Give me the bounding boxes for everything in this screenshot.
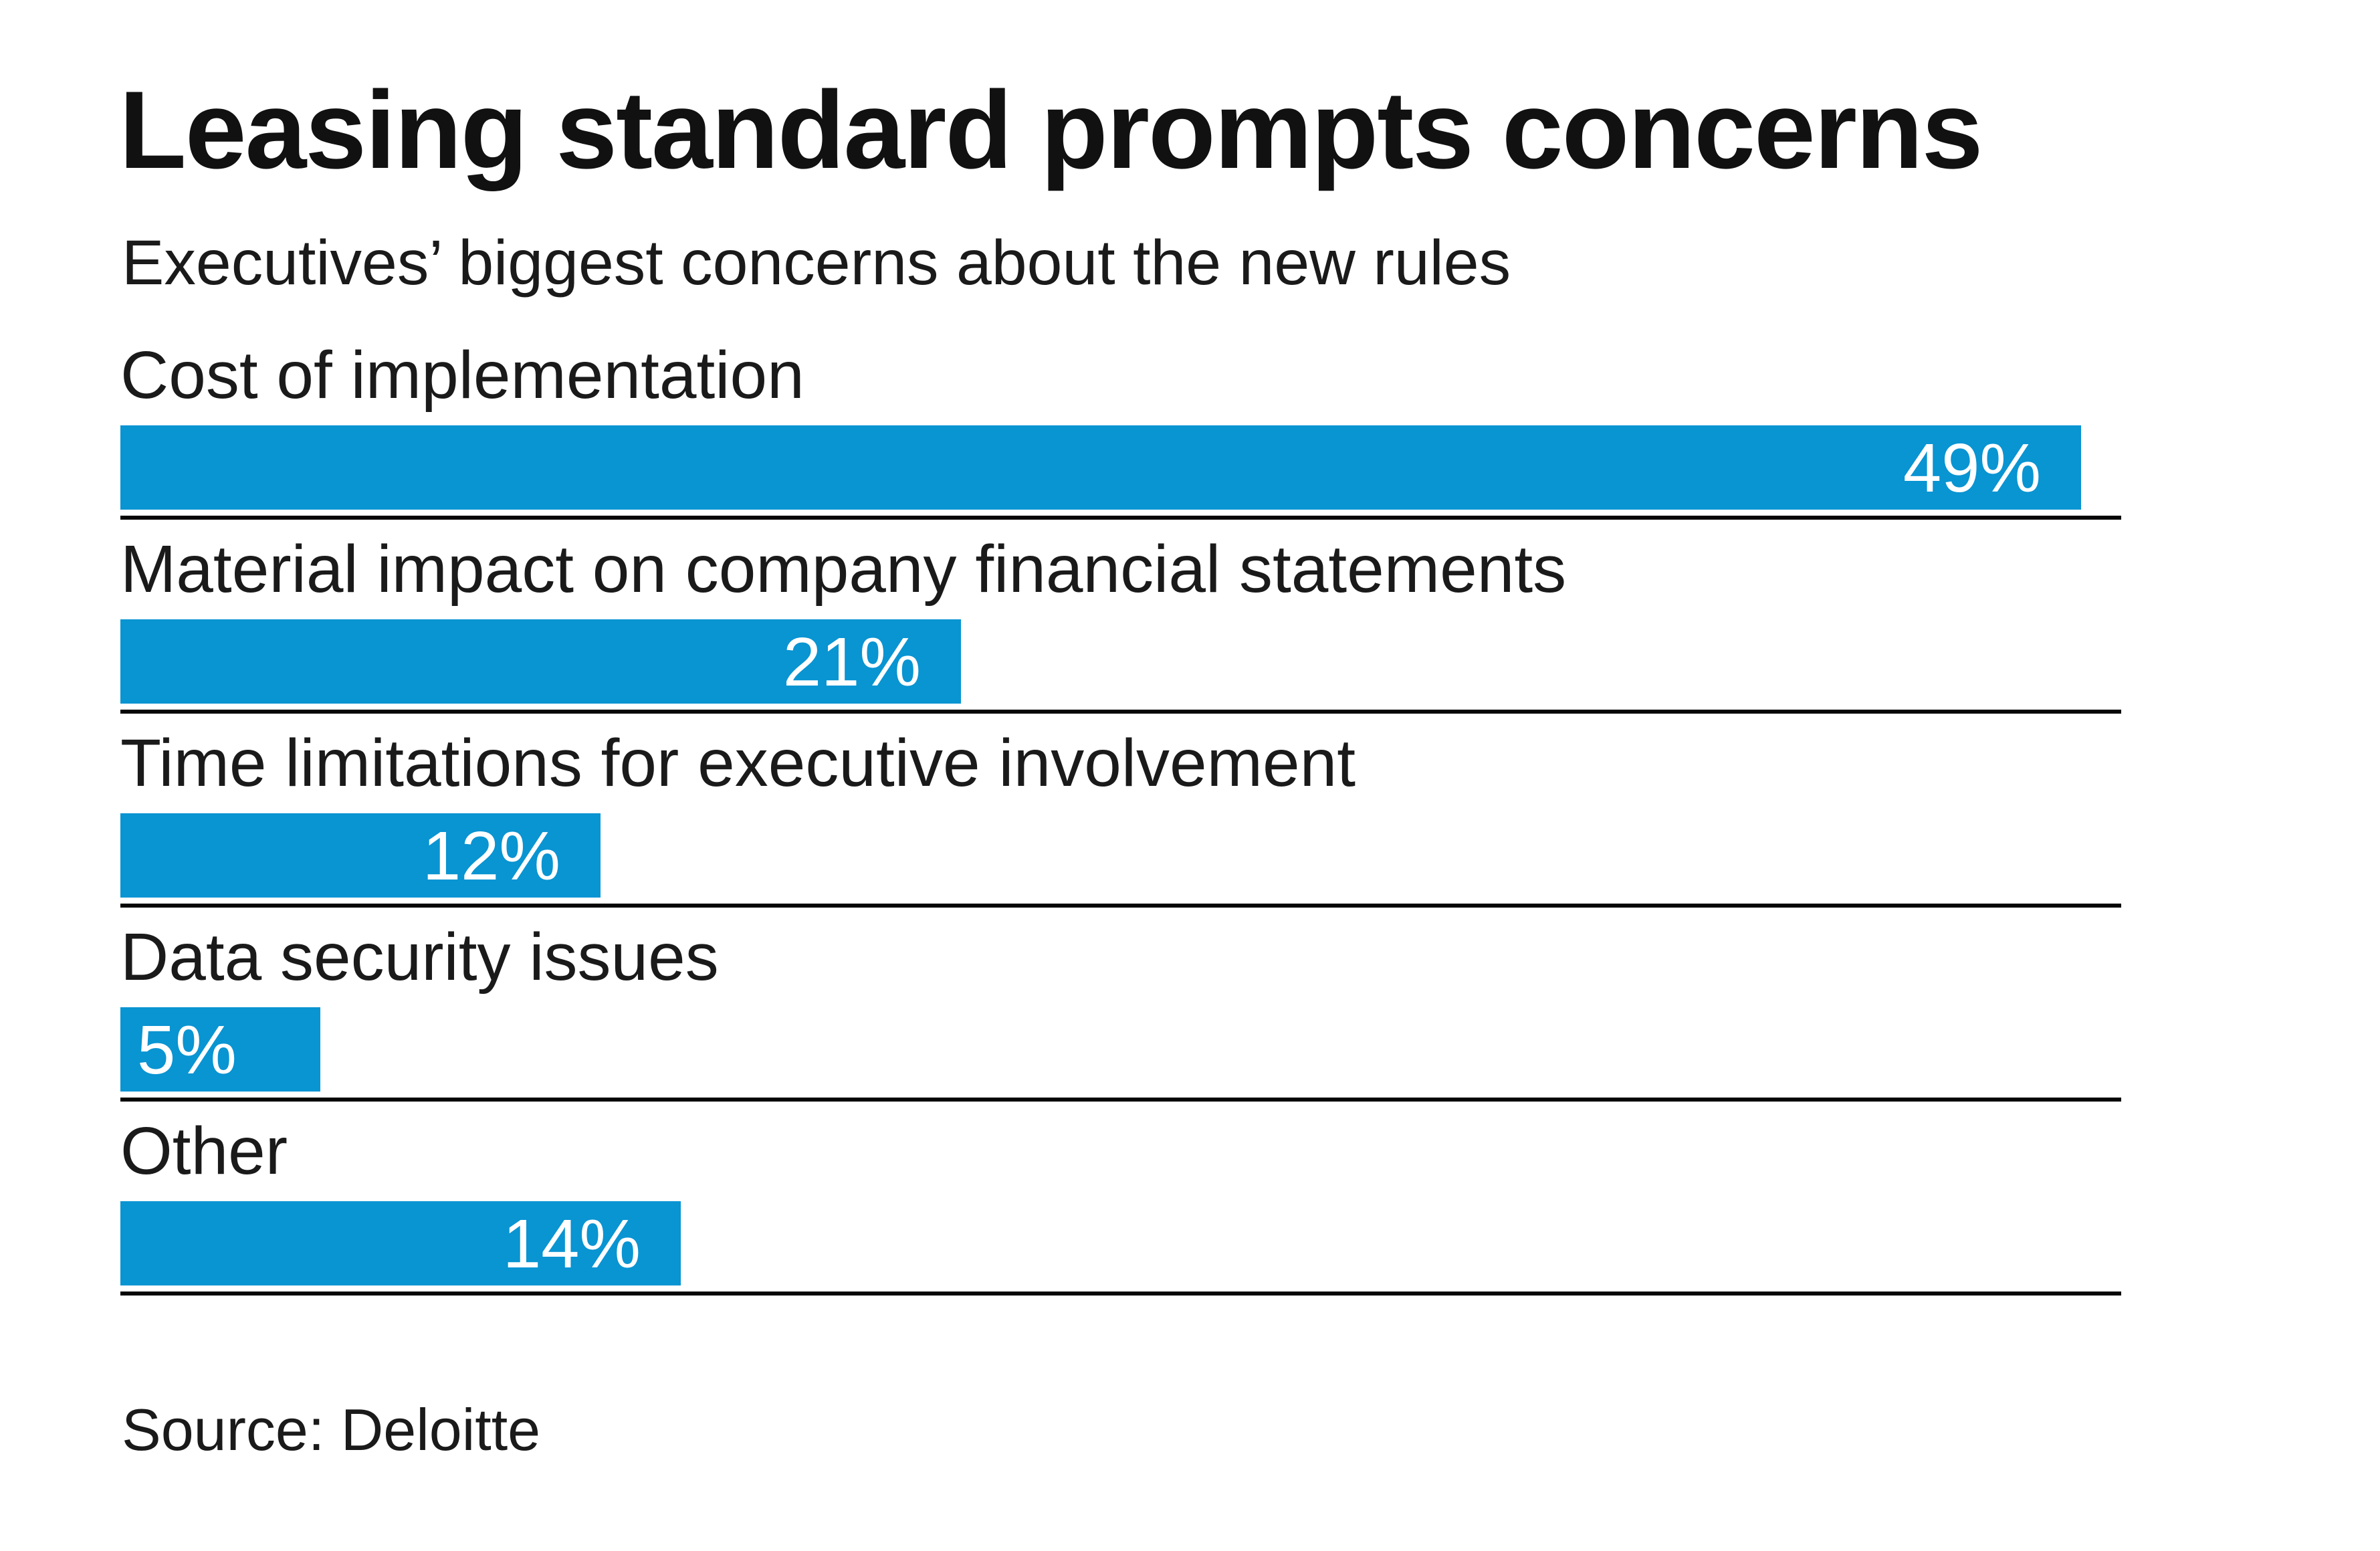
bar-value-label: 49% <box>1903 429 2041 506</box>
bar-category-label: Time limitations for executive involveme… <box>120 726 1356 801</box>
row-separator-line <box>120 1098 2121 1102</box>
row-separator-line <box>120 516 2121 520</box>
row-separator-line <box>120 710 2121 714</box>
bar-value-label: 21% <box>782 623 921 700</box>
row-separator-line <box>120 1291 2121 1296</box>
chart-title: Leasing standard prompts concerns <box>119 68 1983 191</box>
bar-category-label: Other <box>120 1114 288 1188</box>
bar: 12% <box>120 813 601 898</box>
source-caption: Source: Deloitte <box>122 1397 541 1463</box>
bar-value-label: 12% <box>422 817 560 894</box>
chart-subtitle: Executives’ biggest concerns about the n… <box>122 227 1511 298</box>
bar-category-label: Cost of implementation <box>120 338 804 413</box>
bar-value-label: 14% <box>502 1205 641 1282</box>
bar: 5% <box>120 1007 320 1092</box>
bar: 14% <box>120 1201 681 1285</box>
bar: 49% <box>120 425 2081 510</box>
bar: 21% <box>120 619 961 704</box>
bar-rows-container: Cost of implementation 49% Material impact… <box>120 0 2121 1551</box>
bar-category-label: Material impact on company financial sta… <box>120 532 1567 607</box>
bar-category-label: Data security issues <box>120 920 719 995</box>
bar-value-label: 5% <box>137 1011 237 1088</box>
row-separator-line <box>120 904 2121 908</box>
